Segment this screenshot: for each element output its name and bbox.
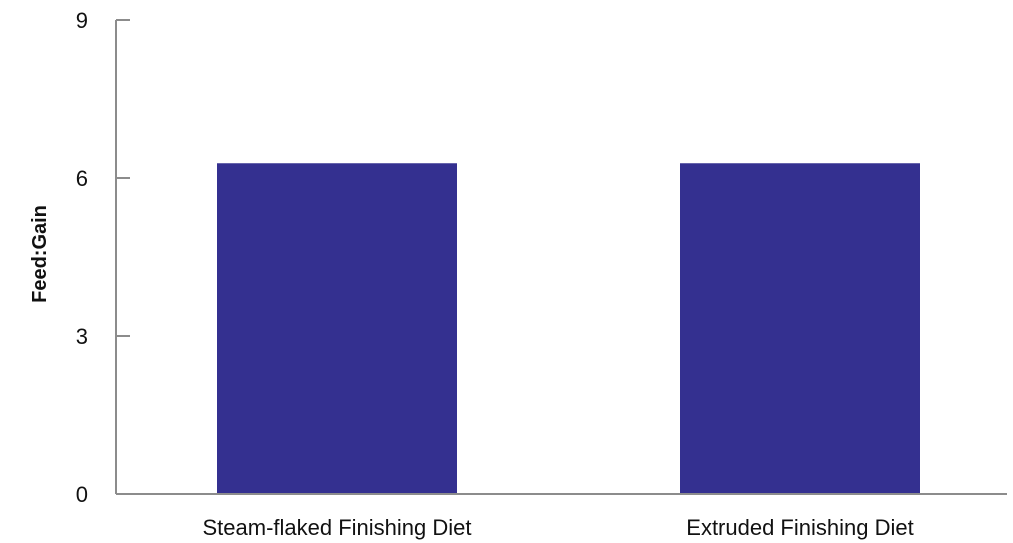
x-category-label: Steam-flaked Finishing Diet [202,515,471,540]
y-tick-label: 9 [76,8,88,33]
x-category-labels: Steam-flaked Finishing Diet Extruded Fini… [202,515,913,540]
axes-layer [115,20,1007,495]
bar [680,163,920,494]
y-axis-title: Feed:Gain [29,205,51,303]
bars-layer [217,163,920,494]
bar [217,163,457,494]
y-tick-label: 0 [76,482,88,507]
y-ticks-layer: 0 3 6 9 [76,8,130,507]
y-tick-label: 6 [76,166,88,191]
y-tick-label: 3 [76,324,88,349]
x-category-label: Extruded Finishing Diet [686,515,913,540]
